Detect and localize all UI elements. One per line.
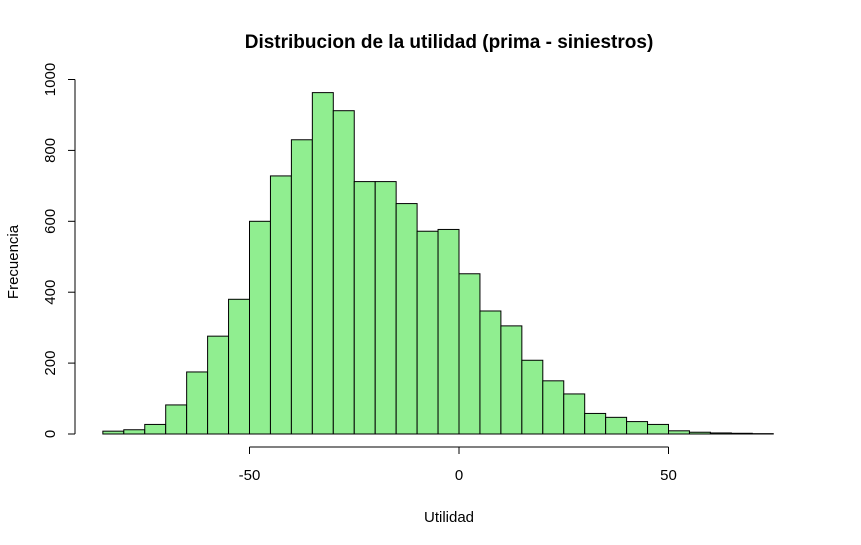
histogram-bar xyxy=(479,310,502,435)
histogram-bar xyxy=(730,432,753,435)
histogram-bar xyxy=(688,431,711,435)
histogram-bar xyxy=(165,404,188,435)
y-tick-label: 1000 xyxy=(42,63,59,96)
y-tick-label: 0 xyxy=(42,430,59,438)
y-tick-label: 400 xyxy=(42,280,59,305)
chart-title: Distribucion de la utilidad (prima - sin… xyxy=(245,32,654,53)
y-tick-label: 800 xyxy=(42,138,59,163)
x-tick-label: -50 xyxy=(239,467,261,484)
histogram-bar xyxy=(500,325,523,435)
histogram-bar xyxy=(395,203,418,435)
histogram-bar xyxy=(521,359,544,435)
histogram-bar xyxy=(144,423,167,435)
histogram-bar xyxy=(269,175,292,435)
histogram-bar xyxy=(605,416,628,435)
histogram-bar xyxy=(186,371,209,435)
histogram-bar xyxy=(668,430,690,435)
histogram-bar xyxy=(228,298,251,435)
x-axis-label: Utilidad xyxy=(424,509,474,526)
histogram-bar xyxy=(626,421,649,435)
histogram-bar xyxy=(353,181,376,435)
x-tick-label: 0 xyxy=(455,467,463,484)
histogram-bar xyxy=(207,335,230,435)
histogram-bar xyxy=(311,92,334,435)
x-axis: -50 0 50 xyxy=(239,446,677,484)
histogram-bar xyxy=(249,220,271,435)
histogram-bar xyxy=(563,393,586,435)
x-tick-label: 50 xyxy=(660,467,677,484)
histogram-bar xyxy=(584,412,607,435)
histogram-bar xyxy=(647,423,669,435)
histogram-bar xyxy=(542,380,565,435)
histogram-bar xyxy=(437,228,460,435)
histogram-bar xyxy=(290,139,313,435)
histogram-bar xyxy=(123,429,146,435)
histogram-bar xyxy=(458,273,481,435)
histogram-bar xyxy=(416,230,439,435)
y-tick-label: 600 xyxy=(42,209,59,234)
y-axis: 0 200 400 600 800 1000 xyxy=(42,63,76,438)
y-axis-label: Frecuencia xyxy=(5,224,22,299)
histogram-bar xyxy=(332,110,355,435)
histogram-bar xyxy=(102,430,125,435)
y-tick-label: 200 xyxy=(42,351,59,376)
histogram-bar xyxy=(374,181,397,435)
bars-group xyxy=(102,92,774,435)
histogram-bar xyxy=(709,432,732,435)
